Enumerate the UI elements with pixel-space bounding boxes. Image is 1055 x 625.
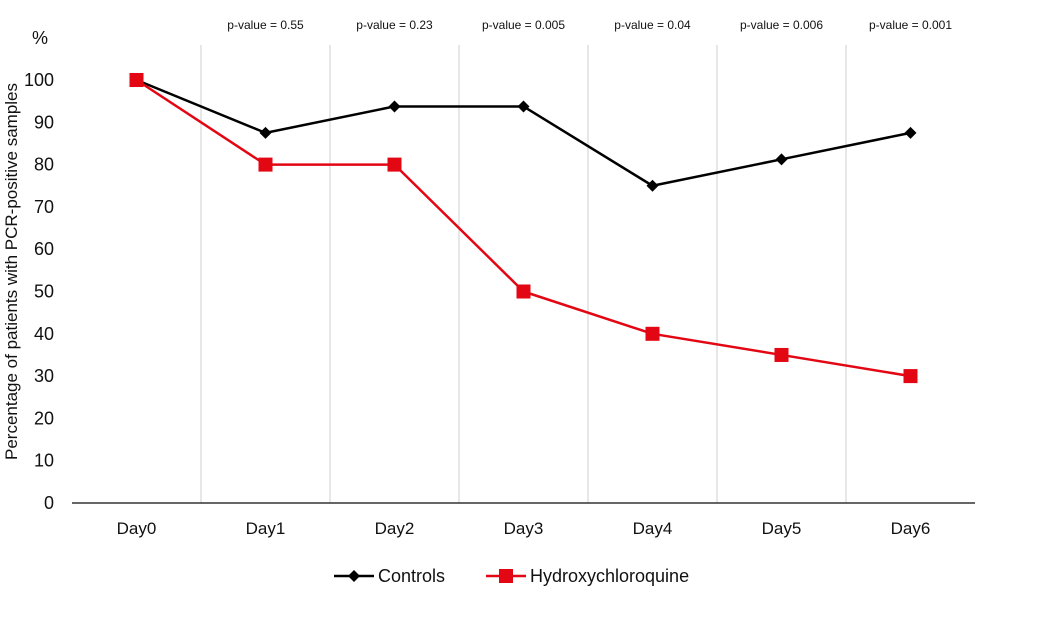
y-tick-label: 0	[44, 493, 54, 513]
y-tick-label: 10	[34, 451, 54, 471]
y-tick-label: 60	[34, 239, 54, 259]
data-point-diamond	[388, 100, 401, 113]
gridlines	[200, 45, 847, 503]
y-tick-label: 50	[34, 282, 54, 302]
y-tick-label: 40	[34, 324, 54, 344]
y-tick-label: 30	[34, 366, 54, 386]
x-tick-label: Day5	[762, 519, 802, 538]
y-tick-label: 70	[34, 197, 54, 217]
series-line-controls	[136, 78, 911, 187]
p-value-annotation: p-value = 0.006	[740, 18, 823, 32]
y-unit-label: %	[32, 28, 48, 48]
data-point-diamond	[775, 153, 788, 166]
legend-label: Hydroxychloroquine	[530, 566, 689, 586]
x-tick-label: Day2	[375, 519, 415, 538]
x-tick-label: Day1	[246, 519, 286, 538]
p-value-annotation: p-value = 0.001	[869, 18, 952, 32]
y-tick-label: 90	[34, 112, 54, 132]
x-tick-label: Day3	[504, 519, 544, 538]
data-point-square	[387, 157, 402, 172]
y-tick-label: 80	[34, 155, 54, 175]
x-tick-label: Day4	[633, 519, 673, 538]
legend-label: Controls	[378, 566, 445, 586]
data-point-square	[903, 369, 918, 384]
data-point-square	[516, 284, 531, 299]
data-point-diamond	[646, 179, 659, 192]
p-value-annotation: p-value = 0.04	[614, 18, 691, 32]
x-tick-label: Day6	[891, 519, 931, 538]
series-line-hydroxychloroquine	[135, 78, 911, 378]
p-value-annotation: p-value = 0.005	[482, 18, 565, 32]
data-series	[129, 73, 918, 384]
y-tick-label: 100	[24, 70, 54, 90]
data-point-diamond	[904, 126, 917, 139]
p-value-annotation: p-value = 0.55	[227, 18, 304, 32]
data-point-diamond	[259, 126, 272, 139]
data-point-square	[774, 347, 789, 362]
y-tick-label: 20	[34, 408, 54, 428]
x-tick-label: Day0	[117, 519, 157, 538]
data-point-square	[645, 326, 660, 341]
legend-marker-square	[499, 569, 513, 583]
labels: 0 10 20 30 40 50 60 70 80 90 100% Percentage of pat…	[2, 18, 952, 538]
y-axis-title: Percentage of patients with PCR-positive…	[2, 83, 21, 460]
legend: Controls Hydroxychloroquine	[334, 566, 689, 586]
data-point-diamond	[517, 100, 530, 113]
legend-marker-diamond	[348, 570, 360, 582]
p-value-annotation: p-value = 0.23	[356, 18, 433, 32]
data-point-square	[258, 157, 273, 172]
data-point-square	[129, 73, 144, 87]
